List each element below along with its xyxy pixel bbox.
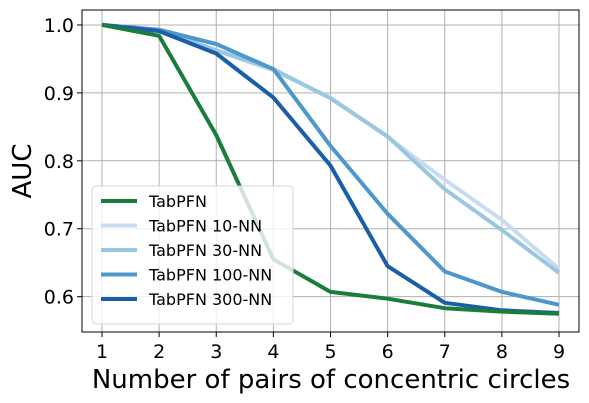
legend-label: TabPFN 10-NN [148, 217, 262, 236]
x-tick-label: 6 [382, 341, 394, 363]
series-line-tabpfn-300-nn [101, 22, 560, 315]
legend-label: TabPFN 30-NN [148, 241, 262, 260]
x-tick-label: 2 [153, 341, 165, 363]
legend: TabPFN TabPFN 10-NN TabPFN 30-NN TabPFN 100… [91, 185, 294, 325]
y-tick-label: 0.9 [44, 83, 74, 105]
x-tick-label: 4 [267, 341, 279, 363]
series-line-tabpfn-100-nn [101, 22, 560, 307]
y-tick-label: 1.0 [44, 15, 74, 37]
x-tick-label: 7 [439, 341, 451, 363]
y-tick-label: 0.7 [44, 219, 74, 241]
y-axis: 0.6 0.7 0.8 0.9 1.0 [44, 15, 82, 309]
legend-label: TabPFN [148, 192, 207, 211]
y-tick-label: 0.8 [44, 151, 74, 173]
legend-label: TabPFN 100-NN [148, 266, 272, 285]
y-axis-title: AUC [8, 144, 38, 199]
x-axis: 1 2 3 4 5 6 7 8 9 [96, 332, 565, 363]
x-tick-label: 8 [496, 341, 508, 363]
series-line-tabpfn [101, 22, 560, 316]
legend-label: TabPFN 300-NN [148, 290, 272, 309]
x-tick-label: 1 [96, 341, 108, 363]
series-layer [101, 22, 561, 316]
x-tick-label: 5 [324, 341, 336, 363]
y-tick-label: 0.6 [44, 287, 74, 309]
x-axis-title: Number of pairs of concentric circles [92, 365, 570, 395]
x-tick-label: 9 [553, 341, 565, 363]
legend-items: TabPFN TabPFN 10-NN TabPFN 30-NN TabPFN 100… [101, 192, 272, 309]
legend-box [91, 185, 294, 325]
x-tick-label: 3 [210, 341, 222, 363]
